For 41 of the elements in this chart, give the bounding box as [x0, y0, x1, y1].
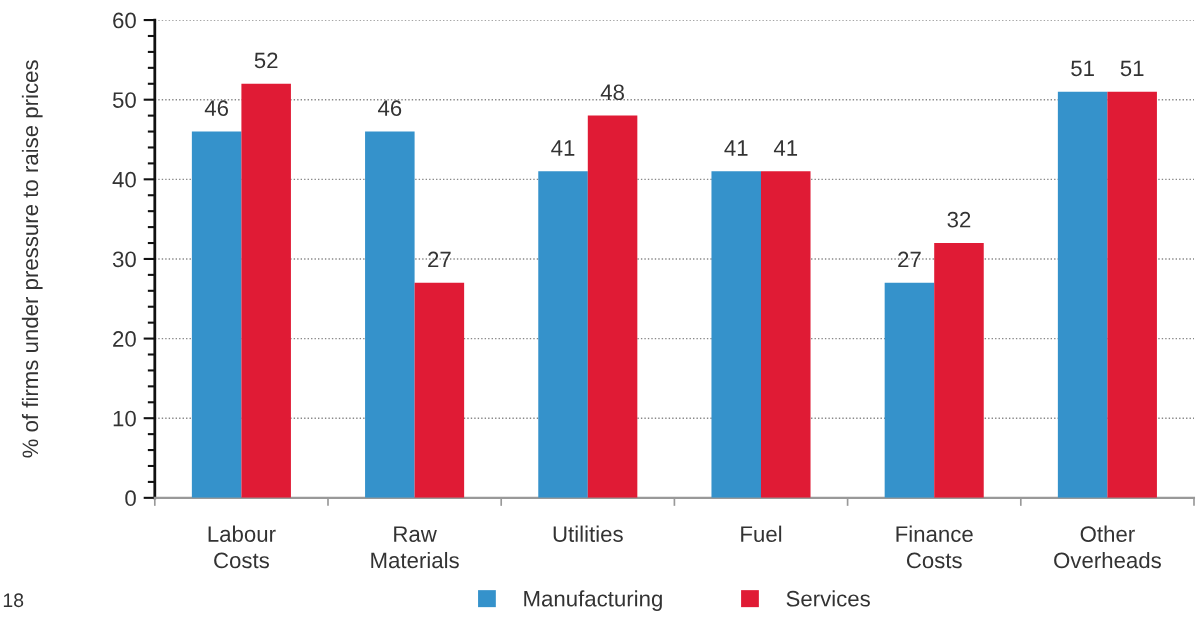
bar	[761, 171, 811, 498]
bar	[241, 83, 291, 498]
y-tick-label: 20	[113, 331, 136, 347]
bar	[711, 171, 761, 498]
data-label: 27	[898, 251, 921, 268]
data-label: 27	[428, 251, 451, 268]
data-label: 41	[551, 140, 575, 156]
text: 18	[3, 593, 24, 608]
legend-label: Manufacturing	[524, 590, 662, 611]
x-tick-label: Labour Costs	[208, 525, 276, 569]
data-label: 48	[600, 84, 624, 101]
data-label: 51	[1120, 60, 1144, 77]
y-tick-label: 30	[112, 251, 136, 268]
bar	[934, 243, 984, 498]
x-tick-label: Raw Materials	[371, 526, 459, 569]
y-tick-label: 60	[113, 12, 136, 29]
data-label: 46	[204, 100, 229, 117]
bar	[884, 282, 935, 498]
data-label: 52	[254, 52, 278, 69]
y-tick-label: 0	[125, 490, 136, 507]
x-tick-label: Fuel	[741, 525, 782, 542]
x-tick-label: Finance Costs	[896, 525, 973, 569]
bar	[538, 171, 588, 498]
x-tick-label: Utilities	[553, 525, 623, 542]
y-tick-label: 10	[113, 410, 136, 427]
data-label: 41	[724, 140, 748, 156]
bar	[1057, 91, 1108, 498]
y-tick-label: 50	[112, 92, 136, 108]
data-label: 41	[773, 140, 798, 156]
legend-label: Services	[786, 590, 870, 607]
data-label: 46	[377, 100, 402, 117]
bar	[587, 115, 638, 498]
x-tick-label: Other Overheads	[1054, 525, 1161, 569]
bar	[414, 282, 465, 498]
y-axis-title: % of firms under pressure to raise prices	[21, 60, 43, 458]
bar	[191, 131, 242, 498]
bar	[1107, 91, 1157, 498]
data-label: 51	[1071, 60, 1094, 77]
y-tick-label: 40	[112, 171, 136, 188]
bar	[365, 131, 415, 498]
data-label: 32	[947, 211, 971, 228]
